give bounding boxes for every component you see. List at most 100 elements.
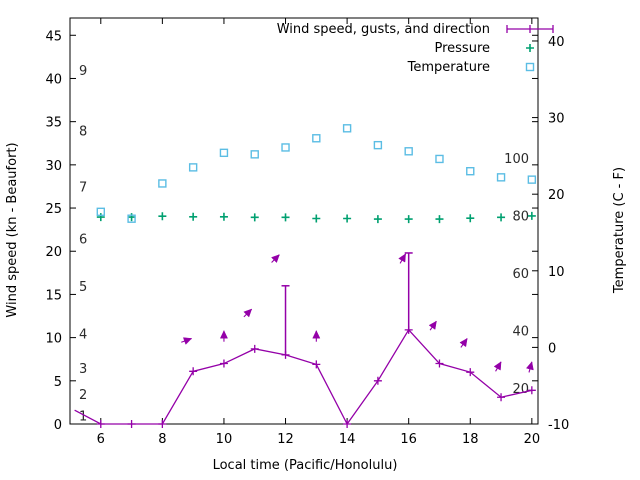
beaufort-label: 5 [79,280,87,295]
pressure-point [219,212,228,221]
pressure-point [497,213,506,222]
wind-speed-point [497,393,506,402]
series-pressure [96,211,536,224]
pressure-point [466,214,475,223]
x-axis-label: Local time (Pacific/Honolulu) [213,458,398,473]
pressure-scale-label: 60 [512,267,529,282]
y-tick-label: 20 [45,245,62,260]
legend-plus-icon [526,44,534,52]
x-tick-label: 8 [158,432,166,447]
y-tick-label: 45 [45,29,62,44]
beaufort-label: 2 [79,388,87,403]
pressure-point [158,212,167,221]
wind-direction-arrow [219,330,228,339]
temperature-point [466,167,475,176]
wind-speed-point [219,359,228,368]
legend-square-icon [525,62,535,72]
x-tick-label: 20 [524,432,541,447]
x-tick-label: 12 [277,432,294,447]
y-tick-label: 15 [45,288,62,303]
temperature-point [373,140,383,150]
x-tick-label: 6 [97,432,105,447]
wind-speed-line [74,328,532,426]
pressure-scale-label: 40 [512,325,529,340]
y-tick-label: 30 [45,159,62,174]
pressure-point [435,215,444,224]
y-axis-label: Wind speed (kn - Beaufort) [5,142,20,317]
y-tick-label: 40 [45,72,62,87]
y-tick-label: 25 [45,202,62,217]
temperature-point [527,175,537,184]
pressure-point [250,213,259,222]
wind-direction-arrow [182,337,193,345]
y-tick-label: 0 [54,418,62,433]
legend-label-3[interactable]: Temperature [407,60,490,75]
beaufort-label: 7 [79,180,87,195]
wind-direction-arrow [398,253,406,263]
pressure-point [527,211,536,220]
x-tick-label: 18 [462,432,479,447]
x-tick-label: 10 [216,432,233,447]
wind-direction-arrow [312,330,321,339]
series-wind-direction [181,253,534,373]
wind-direction-arrow [525,361,534,371]
series-wind-speed [74,325,536,428]
temperature-point [281,143,290,152]
chart-legend[interactable]: Wind speed, gusts, and direction Pressure… [277,22,554,75]
beaufort-label: 6 [79,232,87,247]
beaufort-label: 9 [79,64,87,79]
y2-tick-label: 30 [548,112,565,127]
pressure-scale-label: 100 [504,152,529,167]
pressure-point [343,214,352,223]
wind-direction-arrow [428,320,437,330]
wind-speed-point [250,344,259,353]
pressure-point [312,214,321,223]
beaufort-scale-labels: 1 2 3 4 5 6 7 8 9 [79,64,87,425]
temperature-point [496,173,506,182]
legend-label-2[interactable]: Pressure [434,41,490,56]
plot-frame [69,17,539,425]
temperature-point [188,163,198,172]
wind-speed-point [466,368,475,377]
pressure-scale-label: 80 [512,210,529,225]
wind-speed-point [96,420,105,428]
beaufort-label: 4 [79,327,87,342]
y-tick-label: 5 [54,375,62,390]
y2-tick-label: 10 [548,265,565,280]
pressure-point [96,213,105,222]
wind-direction-arrow [459,338,468,348]
y2-axis-label: Temperature (C - F) [612,167,627,294]
y-tick-label: 10 [45,332,62,347]
legend-label-1[interactable]: Wind speed, gusts, and direction [277,22,490,37]
y2-tick-label: 20 [548,188,565,203]
pressure-point [373,215,382,224]
pressure-point [189,212,198,221]
axis-frame [69,17,539,425]
wind-direction-arrow [243,308,253,318]
y2-tick-label: 40 [548,35,565,50]
wind-direction-arrow [493,361,502,371]
x-tick-label: 14 [339,432,356,447]
wind-speed-point [189,367,198,376]
temperature-point [219,148,229,158]
pressure-point [404,215,413,224]
temperature-point [96,207,105,217]
pressure-point [127,213,136,222]
wind-speed-point [527,386,536,395]
wind-speed-point [158,420,167,428]
beaufort-label: 1 [79,409,87,424]
wind-direction-arrow [271,254,280,263]
x-axis-ticks: 6 8 10 12 14 16 18 20 [97,18,540,447]
pressure-point [281,213,290,222]
y-tick-label: 35 [45,116,62,131]
beaufort-label: 3 [79,362,87,377]
temperature-point [404,147,413,156]
temperature-point [250,150,259,159]
temperature-point [435,154,444,164]
y2-axis-ticks: -10 0 10 20 30 40 [532,35,569,433]
